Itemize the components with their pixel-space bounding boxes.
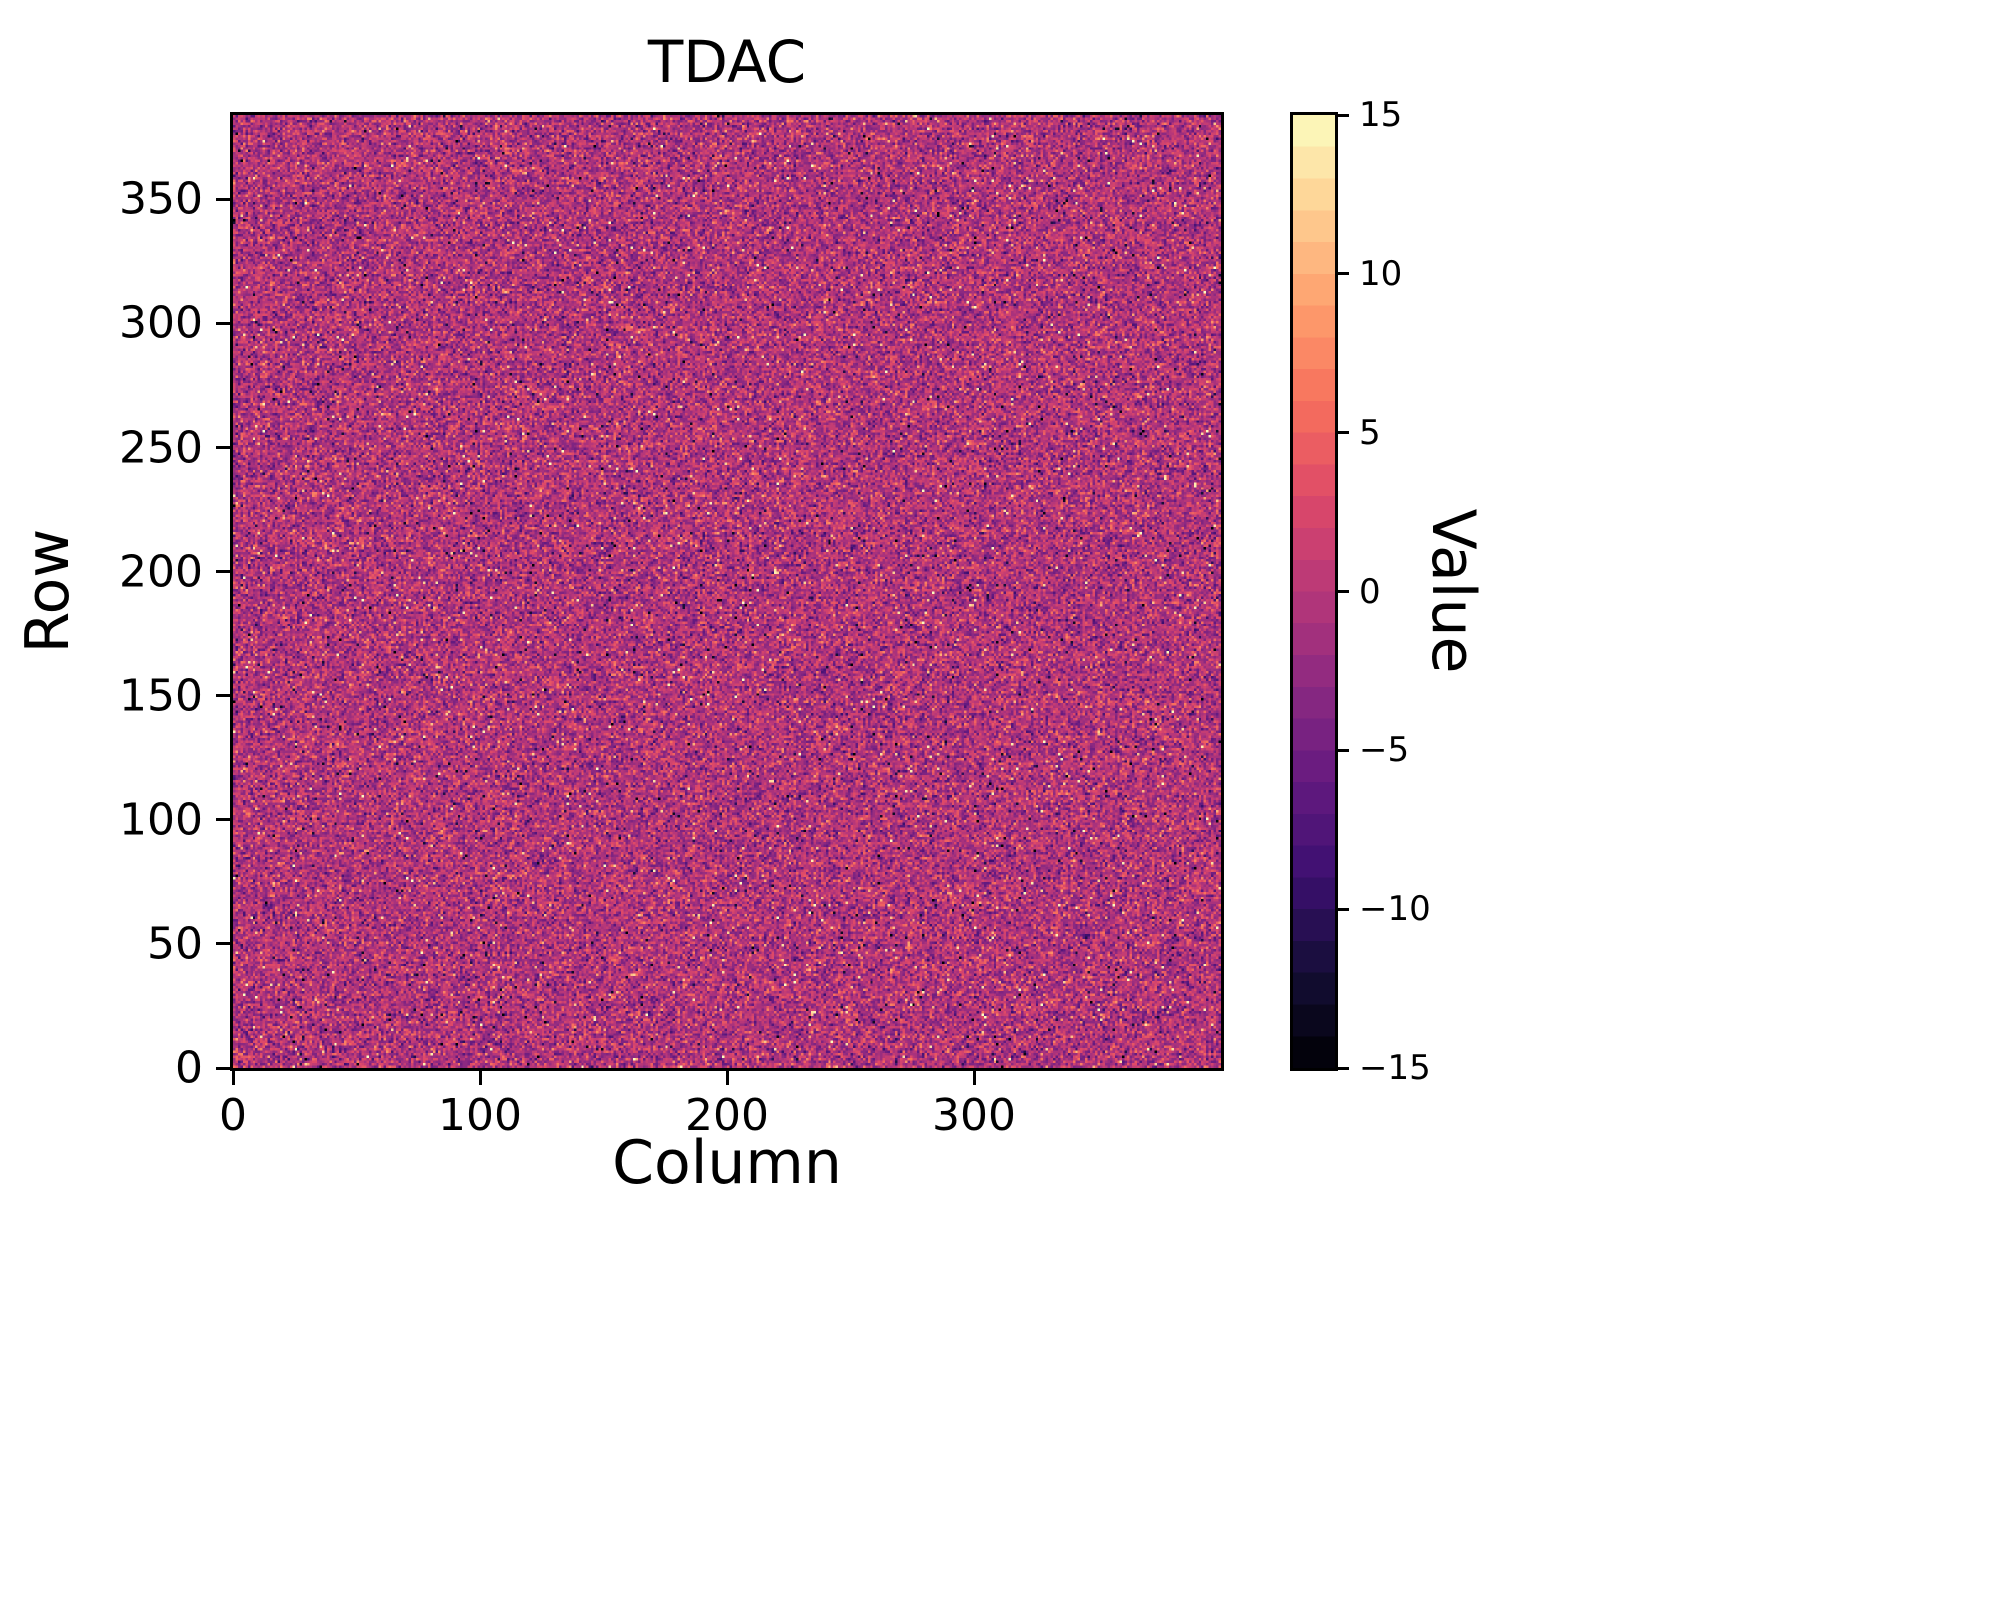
x-tick-mark [478,1070,482,1085]
x-tick-label: 200 [685,1090,769,1141]
x-axis-label: Column [612,1128,842,1198]
x-tick-label: 0 [219,1090,247,1141]
colorbar-tick-mark [1337,272,1349,276]
colorbar-tick-label: 10 [1359,253,1403,294]
x-tick-label: 100 [438,1090,522,1141]
y-tick-label: 300 [119,297,203,349]
colorbar-tick-label: −5 [1359,730,1410,771]
y-tick-mark [216,570,231,574]
colorbar-tick-mark [1337,113,1349,117]
x-tick-label: 300 [932,1090,1016,1141]
plot-area [230,112,1224,1071]
colorbar-tick-mark [1337,590,1349,593]
y-tick-mark [216,694,231,698]
colorbar-tick-mark [1337,748,1349,752]
y-tick-label: 50 [147,918,203,970]
colorbar-tick-label: 0 [1359,571,1381,612]
y-tick-label: 350 [119,173,203,225]
x-tick-mark [725,1070,729,1085]
colorbar-tick-label: −15 [1359,1048,1431,1088]
y-tick-mark [216,942,231,946]
colorbar-tick-mark [1337,907,1349,911]
y-tick-mark [216,197,231,201]
y-tick-mark [216,1066,231,1070]
y-tick-label: 150 [119,670,203,722]
x-tick-mark [972,1070,976,1085]
x-tick-mark [231,1070,235,1085]
colorbar-tick-mark [1337,1066,1349,1070]
y-tick-mark [216,321,231,325]
y-tick-label: 0 [175,1042,203,1094]
colorbar-tick-label: 5 [1359,412,1381,453]
chart-title: TDAC [647,28,807,96]
y-tick-label: 250 [119,422,203,474]
y-tick-mark [216,446,231,450]
colorbar-tick-mark [1337,431,1349,435]
heatmap-canvas [233,115,1221,1068]
colorbar-label: Value [1418,508,1488,674]
colorbar-tick-label: −10 [1359,889,1431,930]
y-tick-mark [216,818,231,822]
y-tick-label: 100 [119,794,203,846]
colorbar-tick-label: 15 [1359,95,1403,135]
y-tick-label: 200 [119,546,203,598]
colorbar [1290,112,1338,1071]
